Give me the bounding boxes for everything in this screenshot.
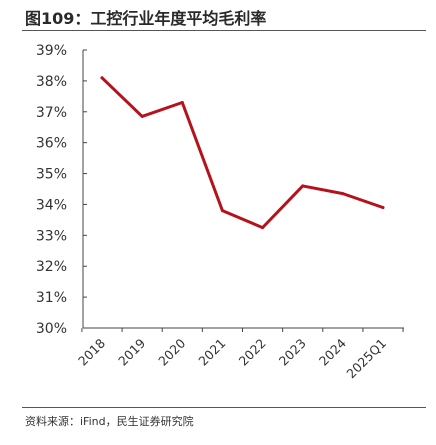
y-tick-label: 35% — [36, 167, 67, 183]
data-point — [140, 114, 144, 118]
data-point — [301, 184, 305, 188]
source-note: 资料来源：iFind，民生证券研究院 — [25, 415, 194, 428]
y-tick-label: 31% — [36, 290, 67, 306]
x-tick-label: 2022 — [236, 336, 269, 369]
data-point — [381, 206, 385, 210]
data-point — [341, 192, 345, 196]
y-tick-label: 32% — [36, 259, 67, 275]
x-tick-label: 2023 — [276, 336, 309, 369]
series-layer — [100, 76, 385, 230]
footer-divider — [22, 407, 426, 408]
y-tick-label: 38% — [36, 74, 67, 90]
y-tick-label: 36% — [36, 136, 67, 152]
title-divider — [22, 30, 426, 31]
x-tick-label: 2020 — [155, 335, 188, 368]
x-tick-label: 2018 — [75, 335, 108, 368]
data-point — [261, 226, 265, 230]
x-tick-label: 2019 — [115, 335, 148, 368]
chart-title: 图109：工控行业年度平均毛利率 — [25, 9, 267, 28]
data-point — [220, 209, 224, 213]
y-tick-label: 34% — [36, 197, 67, 213]
series-line — [100, 76, 385, 230]
x-tick-label: 2024 — [316, 335, 349, 368]
data-point — [180, 101, 184, 105]
y-tick-label: 39% — [36, 43, 67, 59]
y-tick-label: 37% — [36, 105, 67, 121]
y-axis: 30% 31% 32% 33% 34% 35% 36% 37% 38% 39% — [36, 43, 87, 337]
data-point — [100, 76, 104, 80]
y-tick-label: 33% — [36, 228, 67, 244]
x-tick-label: 2025Q1 — [343, 336, 389, 382]
y-tick-label: 30% — [36, 321, 67, 337]
x-tick-label: 2021 — [195, 336, 228, 369]
